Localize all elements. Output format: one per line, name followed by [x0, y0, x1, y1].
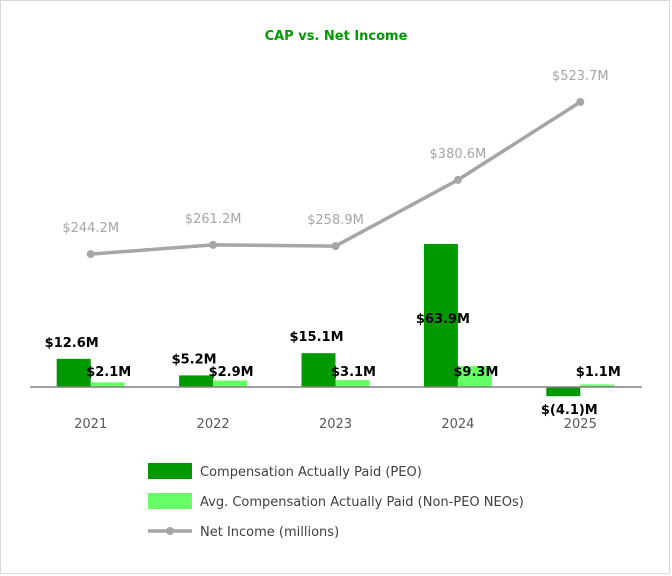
line-label-2025: $523.7M [552, 69, 609, 84]
line-point-2022 [209, 240, 218, 249]
net-income-line-group [86, 98, 585, 259]
line-point-2025 [576, 98, 585, 106]
bar-label-compensation-actually-paid-peo-2024: $63.9M [416, 312, 470, 327]
bar-label-avg-compensation-actually-paid-non-peo-neos-2022: $2.9M [209, 365, 254, 380]
bar-avg-compensation-actually-paid-non-peo-neos-2021 [90, 382, 125, 387]
bar-compensation-actually-paid-peo-2022 [179, 375, 214, 387]
x-tick-labels: 2021 2022 2023 2024 2025 [74, 417, 597, 432]
bar-label-avg-compensation-actually-paid-non-peo-neos-2021: $2.1M [86, 365, 131, 380]
x-tick-2023: 2023 [319, 417, 352, 432]
legend-swatch-marker [166, 527, 174, 535]
data-labels-group: $12.6M $5.2M $15.1M $63.9M $(4.1)M $2.1M $2.9M… [45, 69, 621, 418]
bar-label-avg-compensation-actually-paid-non-peo-neos-2025: $1.1M [576, 365, 621, 380]
bar-compensation-actually-paid-peo-2024 [423, 243, 458, 387]
legend-label-avg-compensation-actually-paid-non-peo-neos: Avg. Compensation Actually Paid (Non-PEO… [200, 495, 524, 510]
line-point-2024 [453, 175, 462, 184]
legend-label-net-income-millions: Net Income (millions) [200, 525, 339, 540]
line-label-2022: $261.2M [185, 212, 242, 227]
x-tick-2024: 2024 [441, 417, 474, 432]
legend: Compensation Actually Paid (PEO) Avg. Com… [148, 463, 524, 540]
legend-label-compensation-actually-paid-peo: Compensation Actually Paid (PEO) [200, 465, 422, 480]
bar-label-avg-compensation-actually-paid-non-peo-neos-2023: $3.1M [331, 365, 376, 380]
x-tick-2021: 2021 [74, 417, 107, 432]
line-label-2023: $258.9M [307, 213, 364, 228]
line-net-income-millions [90, 100, 582, 256]
bar-avg-compensation-actually-paid-non-peo-neos-2025 [580, 384, 615, 387]
legend-swatch-compensation-actually-paid-peo [148, 463, 192, 479]
x-tick-2025: 2025 [564, 417, 597, 432]
bar-label-avg-compensation-actually-paid-non-peo-neos-2024: $9.3M [453, 365, 498, 380]
legend-swatch-avg-compensation-actually-paid-non-peo-neos [148, 493, 192, 509]
line-point-2023 [331, 242, 340, 251]
line-label-2024: $380.6M [430, 147, 487, 162]
line-label-2021: $244.2M [62, 221, 119, 236]
bars-group [56, 243, 615, 397]
bar-label-compensation-actually-paid-peo-2023: $15.1M [289, 330, 343, 345]
bar-compensation-actually-paid-peo-2023 [301, 353, 336, 387]
x-tick-2022: 2022 [197, 417, 230, 432]
bar-avg-compensation-actually-paid-non-peo-neos-2023 [335, 380, 370, 387]
bar-avg-compensation-actually-paid-non-peo-neos-2022 [213, 380, 248, 387]
bar-label-compensation-actually-paid-peo-2021: $12.6M [45, 336, 99, 351]
chart-title: CAP vs. Net Income [265, 29, 408, 44]
bar-compensation-actually-paid-peo-2021 [56, 358, 91, 387]
bar-label-compensation-actually-paid-peo-2025: $(4.1)M [541, 403, 598, 418]
bar-label-compensation-actually-paid-peo-2022: $5.2M [172, 352, 217, 367]
bar-compensation-actually-paid-peo-2025 [546, 387, 581, 397]
line-point-2021 [86, 250, 95, 259]
bar-avg-compensation-actually-paid-non-peo-neos-2024 [457, 366, 492, 387]
